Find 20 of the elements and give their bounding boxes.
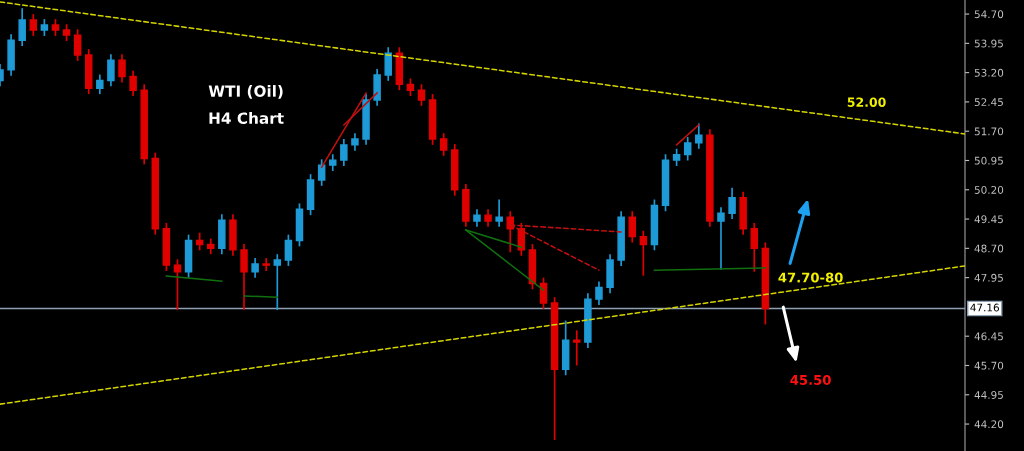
annotation: 47.70-80 — [778, 272, 843, 283]
y-tick-label: 53.95 — [974, 39, 1003, 48]
y-tick-label: 50.95 — [974, 156, 1003, 165]
y-tick-label: 46.45 — [974, 332, 1003, 341]
y-tick-label: 44.20 — [974, 420, 1004, 429]
y-tick-label: 44.95 — [974, 391, 1003, 399]
y-tick-label: 47.95 — [974, 273, 1003, 282]
ref-line-label: 47.16 — [970, 303, 999, 312]
annotation: H4 Chart — [209, 112, 284, 124]
y-tick-label: 45.70 — [974, 361, 1004, 370]
y-tick-label: 52.45 — [974, 98, 1003, 107]
y-tick-label: 49.45 — [974, 215, 1003, 224]
y-tick-label: 54.70 — [974, 10, 1004, 19]
annotation: 45.50 — [790, 374, 831, 385]
y-tick-label: 53.20 — [974, 68, 1004, 77]
annotation: WTI (Oil) — [208, 85, 283, 99]
y-tick-label: 50.20 — [974, 186, 1004, 194]
annotation: 52.00 — [847, 97, 886, 107]
y-tick-label: 48.70 — [974, 244, 1004, 253]
y-tick-label: 51.70 — [974, 127, 1004, 136]
